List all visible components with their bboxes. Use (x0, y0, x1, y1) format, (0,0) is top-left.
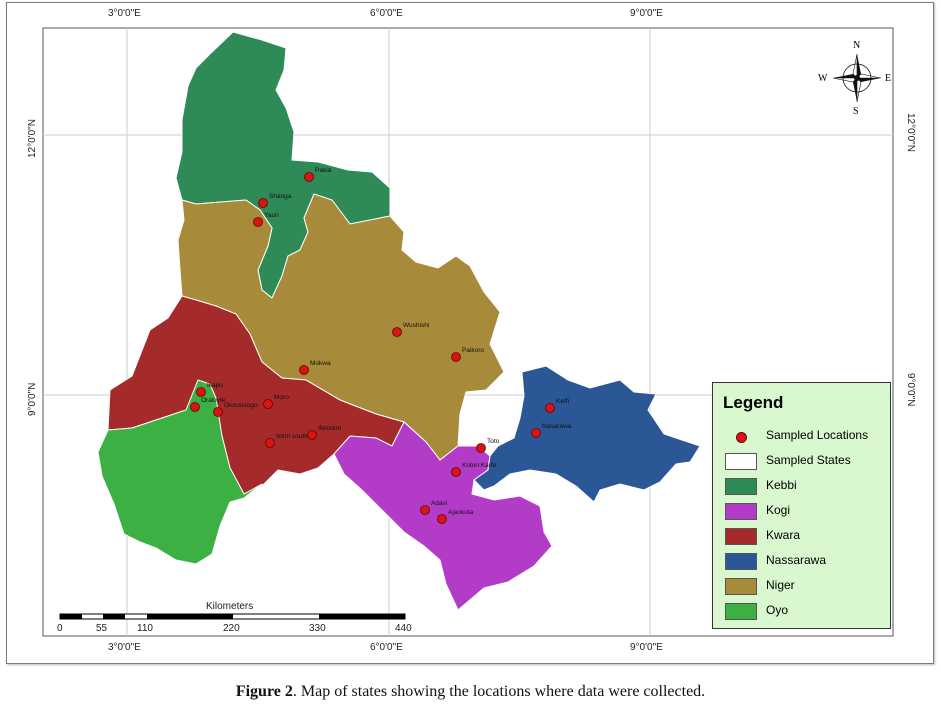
location-marker (263, 399, 273, 409)
location-label: Ifelodun (318, 425, 342, 432)
location-label: Ilorin south (276, 433, 308, 440)
location-label: Shanga (269, 193, 292, 200)
location-label: Pakia (315, 167, 332, 174)
location-label: Moro (274, 394, 289, 401)
state-nassarawa (473, 365, 701, 503)
location-marker (190, 402, 200, 412)
coord-left-9n: 9°0'0"N (27, 382, 38, 416)
location-marker (451, 352, 461, 362)
legend-swatch (725, 453, 757, 470)
location-label: Yauri (264, 212, 279, 219)
legend-swatch (725, 553, 757, 570)
sampled-locations: Pakia Shanga Yauri Wushishi Paikoro Mokwa Ikap… (190, 167, 572, 524)
legend-label: Nassarawa (766, 553, 827, 567)
location-label: Toto (487, 438, 500, 445)
legend-swatch (725, 578, 757, 595)
scale-tick: 220 (223, 623, 240, 634)
location-marker (265, 438, 275, 448)
location-marker (213, 407, 223, 417)
location-label: Koton Karfe (462, 462, 497, 469)
location-label: Mokwa (310, 360, 331, 367)
location-marker (307, 430, 317, 440)
coord-top-6e: 6°0'0"E (370, 8, 403, 19)
location-marker (476, 443, 486, 453)
state-oyo (97, 379, 263, 565)
coord-left-12n: 12°0'0"N (27, 119, 38, 158)
legend-title: Legend (723, 393, 784, 412)
legend-label: Oyo (766, 603, 789, 617)
location-label: Wushishi (403, 322, 429, 329)
figure-caption: Figure 2. Map of states showing the loca… (0, 683, 941, 701)
scale-tick: 0 (57, 623, 63, 634)
map-legend: Legend Sampled Locations Sampled States Ke… (712, 382, 891, 629)
location-label: Olorunsogo (224, 402, 258, 409)
coord-right-12n: 12°0'0"N (905, 113, 916, 152)
figure-caption-text: . Map of states showing the locations wh… (292, 683, 706, 700)
location-marker (437, 514, 447, 524)
scale-bar (59, 613, 406, 620)
legend-label: Sampled States (766, 453, 851, 467)
compass-e: E (885, 73, 892, 84)
location-label: Ajaokuta (448, 509, 474, 516)
coord-bottom-9e: 9°0'0"E (630, 642, 663, 653)
scale-tick: 440 (395, 623, 412, 634)
scale-title: Kilometers (206, 601, 254, 612)
location-marker (451, 467, 461, 477)
location-marker (258, 198, 268, 208)
compass-rose-icon (832, 53, 882, 103)
compass-s: S (853, 106, 859, 117)
legend-label: Sampled Locations (766, 428, 869, 442)
coord-top-9e: 9°0'0"E (630, 8, 663, 19)
location-label: Keffi (556, 398, 569, 405)
coord-top-3e: 3°0'0"E (108, 8, 141, 19)
compass-w: W (818, 73, 828, 84)
location-marker (531, 428, 541, 438)
location-marker (420, 505, 430, 515)
figure-caption-label: Figure 2 (235, 683, 293, 700)
scale-tick: 55 (96, 623, 108, 634)
legend-swatch (725, 528, 757, 545)
location-marker (253, 217, 263, 227)
legend-label: Kogi (766, 503, 791, 517)
legend-swatch (725, 603, 757, 620)
location-label: Adavi (431, 500, 447, 507)
location-marker (545, 403, 555, 413)
coord-bottom-3e: 3°0'0"E (108, 642, 141, 653)
coord-bottom-6e: 6°0'0"E (370, 642, 403, 653)
legend-swatch (725, 503, 757, 520)
location-label: Ikapo (207, 382, 223, 389)
compass-n: N (853, 40, 861, 51)
map-canvas: Pakia Shanga Yauri Wushishi Paikoro Mokwa Ikap… (42, 27, 894, 637)
location-label: Nasarawa (542, 423, 572, 430)
location-marker (392, 327, 402, 337)
legend-point-icon (736, 432, 747, 443)
location-marker (196, 387, 206, 397)
location-label: Oraluyle (201, 397, 226, 404)
scale-tick: 110 (137, 623, 153, 634)
location-marker (299, 365, 309, 375)
location-marker (304, 172, 314, 182)
scale-tick: 330 (309, 623, 326, 634)
legend-label: Niger (766, 578, 795, 592)
location-label: Paikoro (462, 347, 484, 354)
legend-label: Kwara (766, 528, 801, 542)
legend-label: Kebbi (766, 478, 797, 492)
coord-right-9n: 9°0'0"N (905, 373, 916, 407)
legend-swatch (725, 478, 757, 495)
